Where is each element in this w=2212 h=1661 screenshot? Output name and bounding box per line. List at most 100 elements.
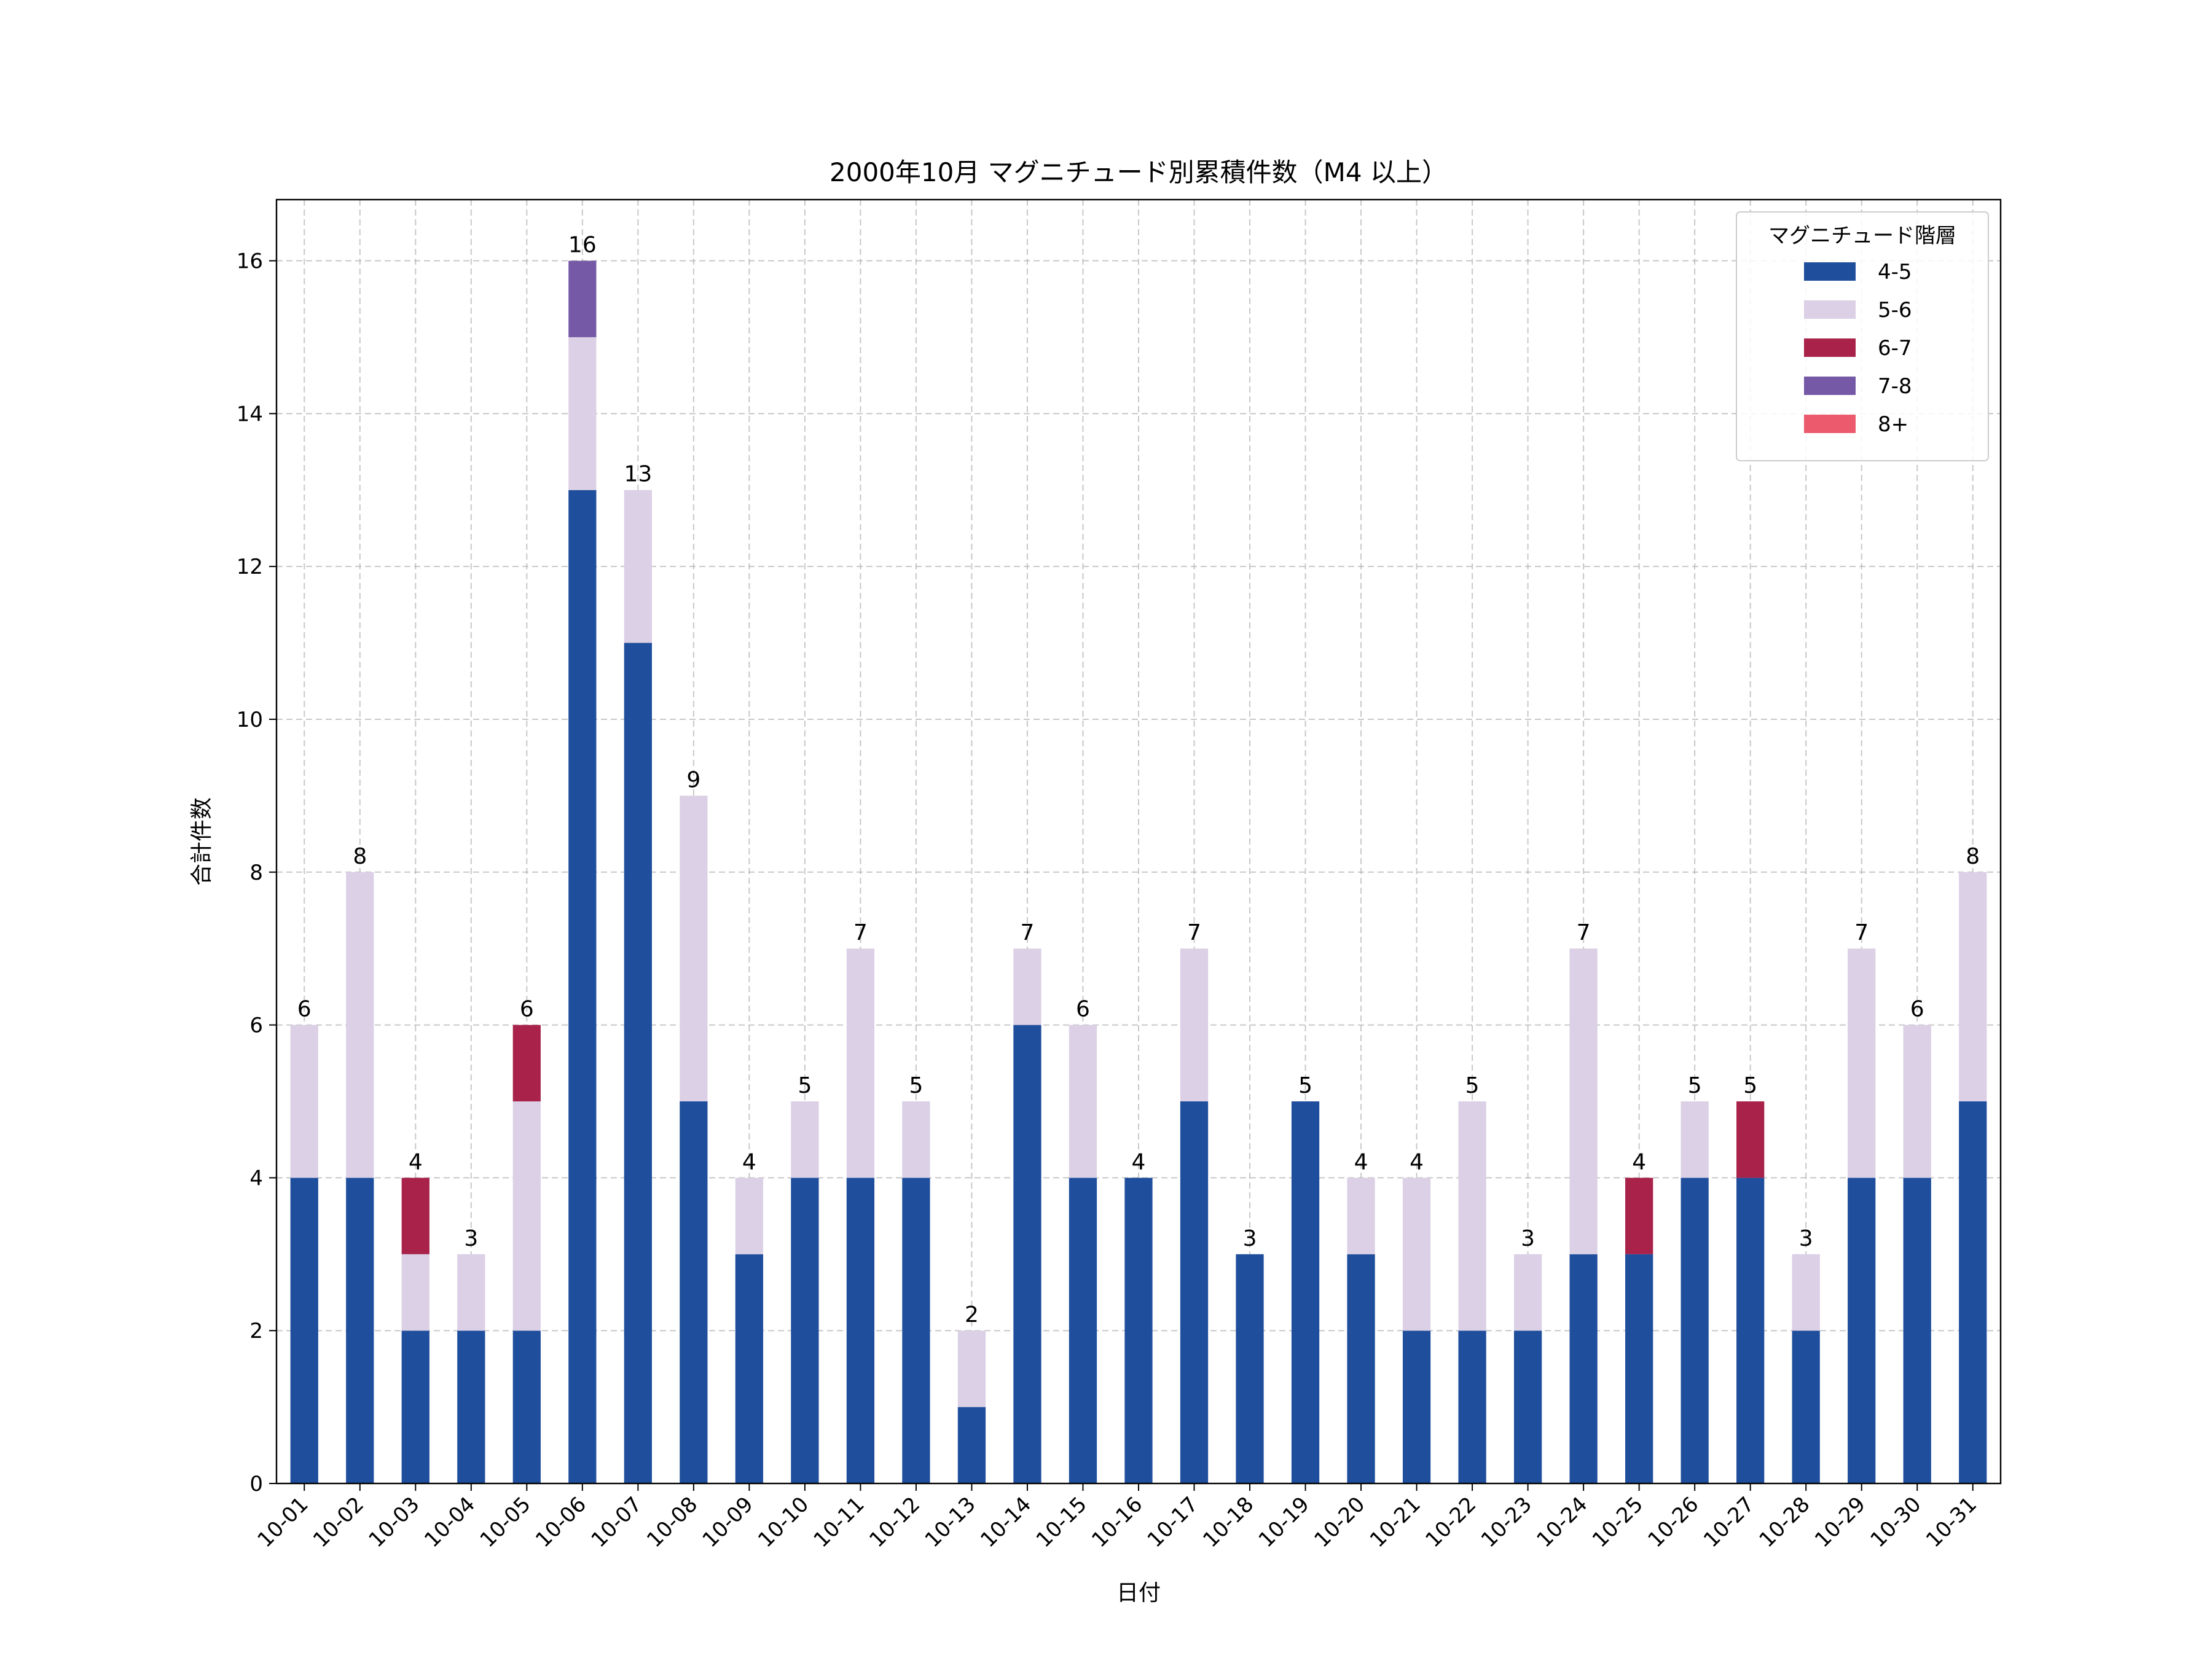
bar-total-label: 7 <box>1021 920 1035 945</box>
bar-segment-4-5 <box>1291 1101 1320 1483</box>
y-tick-label: 12 <box>237 555 263 579</box>
bar-total-label: 4 <box>1354 1149 1368 1174</box>
bar-segment-4-5 <box>846 1178 875 1483</box>
bar-total-label: 7 <box>1854 920 1869 945</box>
bar-segment-4-5 <box>457 1331 485 1483</box>
bar-total-label: 8 <box>353 844 367 869</box>
legend: マグニチュード階層 4-5 5-6 6-7 7-8 8+ <box>1736 211 1989 461</box>
bar-segment-4-5 <box>680 1101 708 1483</box>
bar-total-label: 4 <box>1632 1149 1646 1174</box>
y-axis-label: 合計件数 <box>189 797 214 886</box>
bar-segment-4-5 <box>1903 1178 1931 1483</box>
bar-segment-5-6 <box>568 337 597 490</box>
bar-segment-5-6 <box>1903 1025 1931 1178</box>
bar-total-label: 3 <box>1799 1226 1813 1251</box>
bar-segment-5-6 <box>1848 948 1876 1178</box>
bar-segment-4-5 <box>1959 1101 1987 1483</box>
bar-segment-5-6 <box>957 1331 986 1407</box>
bar-segment-5-6 <box>1402 1178 1431 1331</box>
bar-total-label: 13 <box>624 462 652 487</box>
bar-segment-4-5 <box>1013 1025 1041 1483</box>
bar-segment-7-8 <box>568 260 597 337</box>
bar-total-label: 5 <box>1688 1073 1702 1098</box>
bar-segment-4-5 <box>1736 1178 1765 1483</box>
bar-segment-4-5 <box>1513 1331 1542 1483</box>
bar-segment-4-5 <box>1625 1254 1653 1483</box>
y-tick-label: 16 <box>237 249 263 274</box>
bar-segment-5-6 <box>1959 872 1987 1101</box>
legend-box <box>1736 211 1989 461</box>
y-tick-label: 4 <box>249 1166 263 1190</box>
bar-total-label: 3 <box>1521 1226 1535 1251</box>
bar-total-label: 7 <box>1187 920 1201 945</box>
bar-segment-4-5 <box>346 1178 374 1483</box>
bar-total-label: 9 <box>686 767 700 792</box>
bar-segment-4-5 <box>902 1178 930 1483</box>
legend-entry-8+: 8+ <box>1878 412 1908 437</box>
bar-total-label: 4 <box>742 1149 756 1174</box>
bar-total-label: 4 <box>1410 1149 1424 1174</box>
bars <box>290 260 1987 1484</box>
bar-total-label: 5 <box>1743 1073 1757 1098</box>
bar-segment-4-5 <box>1347 1254 1375 1483</box>
bar-segment-5-6 <box>791 1101 819 1178</box>
bar-segment-5-6 <box>735 1178 764 1254</box>
chart-title: 2000年10月 マグニチュード別累積件数（M4 以上） <box>830 157 1448 187</box>
bar-total-label: 6 <box>297 997 312 1022</box>
bar-segment-6-7 <box>1625 1178 1653 1254</box>
bar-total-label: 6 <box>1910 997 1924 1022</box>
bar-segment-5-6 <box>401 1254 429 1331</box>
legend-entry-4-5: 4-5 <box>1878 260 1912 284</box>
bar-segment-5-6 <box>346 872 374 1178</box>
bar-segment-4-5 <box>1236 1254 1264 1483</box>
bar-segment-5-6 <box>1347 1178 1375 1254</box>
bar-segment-4-5 <box>1069 1178 1097 1483</box>
bar-segment-6-7 <box>1736 1101 1765 1178</box>
y-tick-label: 0 <box>249 1472 263 1496</box>
bar-total-label: 6 <box>1076 997 1090 1022</box>
bar-segment-4-5 <box>1569 1254 1598 1483</box>
y-tick-label: 8 <box>249 861 263 885</box>
bar-segment-5-6 <box>1458 1101 1486 1331</box>
legend-swatch-7-8 <box>1804 377 1856 395</box>
bar-segment-5-6 <box>1180 948 1209 1101</box>
bar-total-labels: 6 8 4 3 6 16 13 9 4 5 7 5 2 7 6 4 7 3 5 4 4 5 3 7 4 5 5 3 7 6 8 <box>297 233 1980 1328</box>
bar-total-label: 5 <box>909 1073 923 1098</box>
bar-segment-6-7 <box>401 1178 429 1254</box>
bar-total-label: 8 <box>1966 844 1980 869</box>
bar-segment-5-6 <box>846 948 875 1178</box>
bar-segment-4-5 <box>957 1407 986 1483</box>
y-tick-label: 14 <box>237 402 263 426</box>
bar-segment-4-5 <box>1402 1331 1431 1483</box>
bar-segment-5-6 <box>1013 948 1041 1025</box>
bar-total-label: 16 <box>568 233 597 258</box>
bar-segment-5-6 <box>902 1101 930 1178</box>
bar-segment-4-5 <box>1792 1331 1820 1483</box>
bar-segment-4-5 <box>1180 1101 1209 1483</box>
legend-entry-5-6: 5-6 <box>1878 298 1912 322</box>
bar-segment-5-6 <box>1569 948 1598 1254</box>
y-axis-ticks: 0 2 4 6 8 10 12 14 16 <box>237 249 276 1496</box>
bar-segment-4-5 <box>1124 1178 1153 1483</box>
legend-swatch-8+ <box>1804 415 1856 433</box>
bar-total-label: 3 <box>464 1226 478 1251</box>
bar-total-label: 2 <box>965 1302 979 1327</box>
bar-total-label: 7 <box>1577 920 1591 945</box>
bar-total-label: 3 <box>1243 1226 1257 1251</box>
bar-segment-4-5 <box>568 490 597 1484</box>
bar-segment-5-6 <box>1792 1254 1820 1331</box>
bar-segment-6-7 <box>512 1025 541 1101</box>
bar-total-label: 5 <box>1298 1073 1312 1098</box>
bar-segment-4-5 <box>1681 1178 1709 1483</box>
y-tick-label: 6 <box>249 1014 263 1038</box>
bar-segment-5-6 <box>1513 1254 1542 1331</box>
legend-swatch-6-7 <box>1804 338 1856 357</box>
bar-total-label: 4 <box>1132 1149 1146 1174</box>
legend-entry-6-7: 6-7 <box>1878 336 1912 361</box>
legend-swatch-5-6 <box>1804 300 1856 319</box>
legend-entry-7-8: 7-8 <box>1878 374 1912 399</box>
bar-total-label: 7 <box>853 920 868 945</box>
bar-segment-5-6 <box>457 1254 485 1331</box>
